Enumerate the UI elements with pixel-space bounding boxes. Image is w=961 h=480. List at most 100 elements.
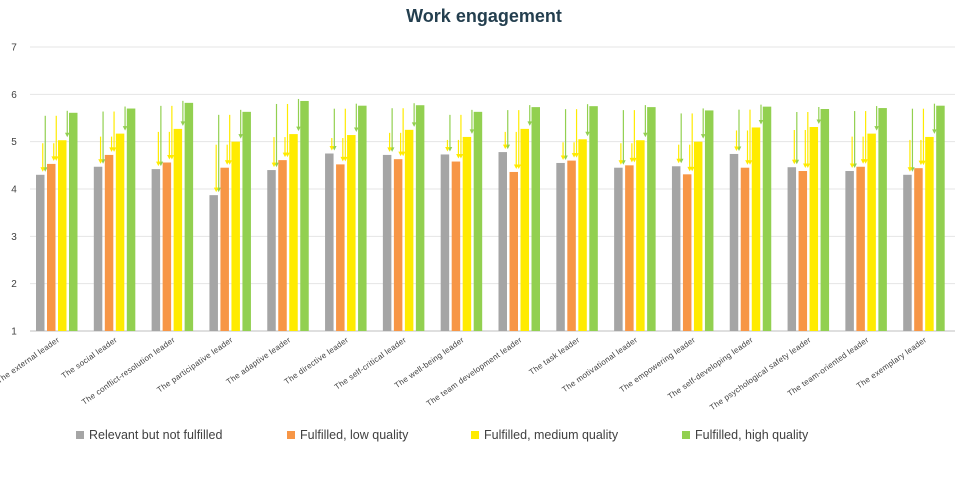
legend-label: Relevant but not fulfilled <box>89 428 223 442</box>
arrow-head <box>213 187 219 193</box>
bar <box>382 154 392 331</box>
y-tick-label: 3 <box>11 232 17 243</box>
legend-item-medium-quality: Fulfilled, medium quality <box>471 428 618 442</box>
bar <box>762 106 772 331</box>
arrow-head <box>64 132 70 138</box>
bar <box>903 174 912 331</box>
legend-swatch <box>682 431 690 439</box>
bar <box>809 126 819 331</box>
bar <box>267 170 276 331</box>
bar <box>184 102 194 331</box>
arrow-head <box>758 119 764 125</box>
y-tick-label: 7 <box>11 43 17 54</box>
legend-item-low-quality: Fulfilled, low quality <box>287 428 408 442</box>
bar <box>867 133 876 331</box>
arrow-head <box>180 121 186 126</box>
bar <box>625 165 634 331</box>
legend-item-relevant-not-fulfilled: Relevant but not fulfilled <box>76 428 222 442</box>
bar <box>69 112 78 331</box>
chart-title: Work engagement <box>406 6 562 26</box>
arrow-head <box>745 160 750 165</box>
legend-label: Fulfilled, medium quality <box>484 428 619 442</box>
bar <box>58 140 67 331</box>
bar <box>451 161 461 331</box>
arrow-head <box>354 127 359 133</box>
arrow-head <box>932 129 937 134</box>
arrow-head <box>618 160 624 165</box>
arrow-head <box>860 159 866 164</box>
legend: Relevant but not fulfilled Fulfilled, lo… <box>0 428 961 452</box>
arrow-head <box>156 161 161 167</box>
arrow-head <box>51 156 57 161</box>
bar <box>347 135 356 331</box>
y-tick-label: 1 <box>11 327 17 338</box>
legend-swatch <box>471 431 479 439</box>
y-axis: 1 2 3 4 5 6 7 <box>11 43 17 338</box>
bar <box>358 105 367 332</box>
bar <box>220 167 229 331</box>
bar <box>289 134 298 331</box>
bar <box>556 162 565 331</box>
arrow-head <box>456 154 461 159</box>
bar <box>845 171 854 331</box>
arrow-head <box>238 134 243 139</box>
arrow-head <box>109 147 114 152</box>
arrow-head <box>469 129 475 134</box>
bar <box>729 153 739 331</box>
arrow-head <box>676 158 681 164</box>
legend-label: Fulfilled, low quality <box>300 428 409 442</box>
category-label: The team development leader <box>425 335 524 408</box>
bar <box>856 166 865 331</box>
bar <box>820 109 830 331</box>
y-tick-label: 4 <box>11 185 17 196</box>
bar <box>647 107 656 331</box>
category-label: The psychological safety leader <box>708 335 813 412</box>
bar <box>936 105 945 332</box>
category-label: The task leader <box>527 335 581 377</box>
bar <box>404 129 414 331</box>
arrow-head <box>571 153 577 158</box>
arrow-head <box>282 152 288 158</box>
grid-lines <box>30 46 955 332</box>
legend-item-high-quality: Fulfilled, high quality <box>682 428 808 442</box>
bar <box>498 152 507 331</box>
arrow-head <box>411 122 417 127</box>
arrow-head <box>585 131 590 137</box>
arrow-head <box>329 146 335 151</box>
arrow-head <box>527 121 533 126</box>
bar <box>93 166 103 331</box>
significance-arrows <box>40 98 937 193</box>
bar <box>914 168 923 331</box>
bar <box>300 100 309 332</box>
bar <box>740 167 750 331</box>
bar <box>751 127 761 331</box>
bar <box>325 153 334 331</box>
bar <box>242 111 251 331</box>
arrow-head <box>803 163 808 169</box>
y-tick-label: 5 <box>11 137 17 148</box>
bar <box>104 154 114 331</box>
bar <box>925 136 934 331</box>
bar <box>787 167 797 331</box>
bar <box>473 111 483 331</box>
bar <box>798 171 808 331</box>
bar <box>162 162 172 331</box>
bar <box>393 159 403 331</box>
bar <box>36 174 45 331</box>
arrow-head <box>734 146 739 151</box>
arrow-head <box>271 162 277 168</box>
bar <box>693 141 703 331</box>
arrow-head <box>792 159 797 165</box>
bar <box>704 110 714 331</box>
bar <box>115 133 125 331</box>
arrow-head <box>502 144 508 150</box>
category-label: The external leader <box>0 335 61 385</box>
bars <box>36 100 945 332</box>
bar <box>126 108 136 332</box>
y-tick-label: 2 <box>11 279 17 290</box>
bar <box>682 174 692 331</box>
arrow-head <box>340 156 346 162</box>
bar <box>636 140 645 331</box>
